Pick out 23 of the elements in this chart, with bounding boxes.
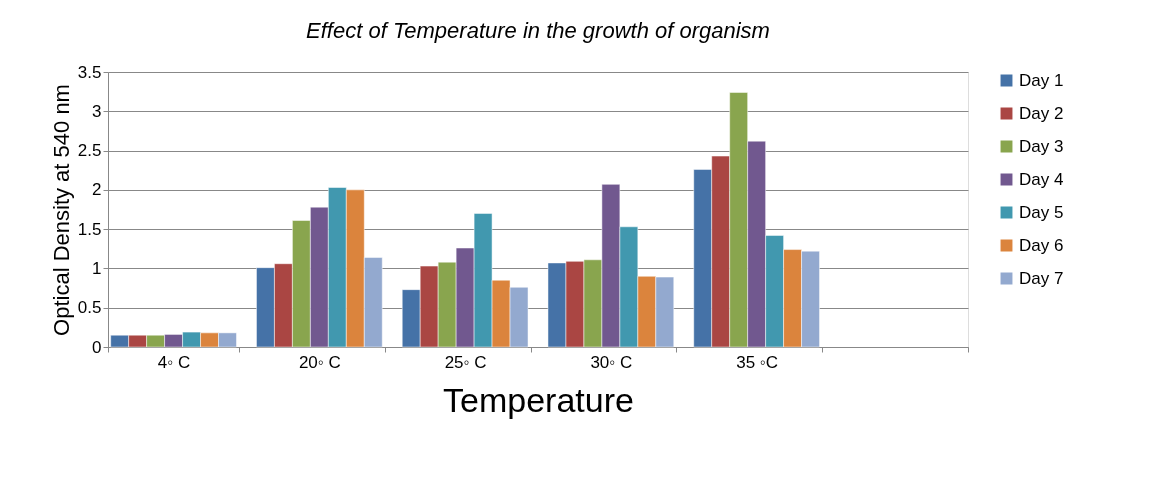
y-axis-title: Optical Density at 540 nm [48, 84, 74, 336]
legend-label: Day 7 [1019, 268, 1064, 288]
x-tick-label: 20◦ C [298, 352, 341, 372]
x-tick-label: 25◦ C [444, 352, 487, 372]
legend-label: Day 6 [1019, 235, 1064, 255]
y-tick-label: 2 [92, 180, 102, 200]
y-tick-label: 0.5 [77, 298, 102, 318]
y-tick-label: 1.5 [77, 219, 102, 239]
x-tick-label: 30◦ C [590, 352, 633, 372]
y-tick-label: 0 [92, 337, 102, 357]
y-tick-label: 1 [92, 258, 102, 278]
x-axis-title: Temperature [443, 380, 634, 419]
legend-label: Day 2 [1019, 103, 1064, 123]
legend-label: Day 4 [1019, 169, 1064, 189]
y-tick-label: 3 [92, 101, 102, 121]
x-tick-label: 35 ◦C [736, 352, 779, 372]
chart-title: Effect of Temperature in the growth of organism [306, 18, 770, 43]
y-tick-label: 3.5 [77, 62, 102, 82]
y-tick-label: 2.5 [77, 141, 102, 161]
x-tick-label: 4◦ C [157, 352, 191, 372]
legend-label: Day 3 [1019, 136, 1064, 156]
legend-label: Day 5 [1019, 202, 1064, 222]
legend-label: Day 1 [1019, 70, 1064, 90]
